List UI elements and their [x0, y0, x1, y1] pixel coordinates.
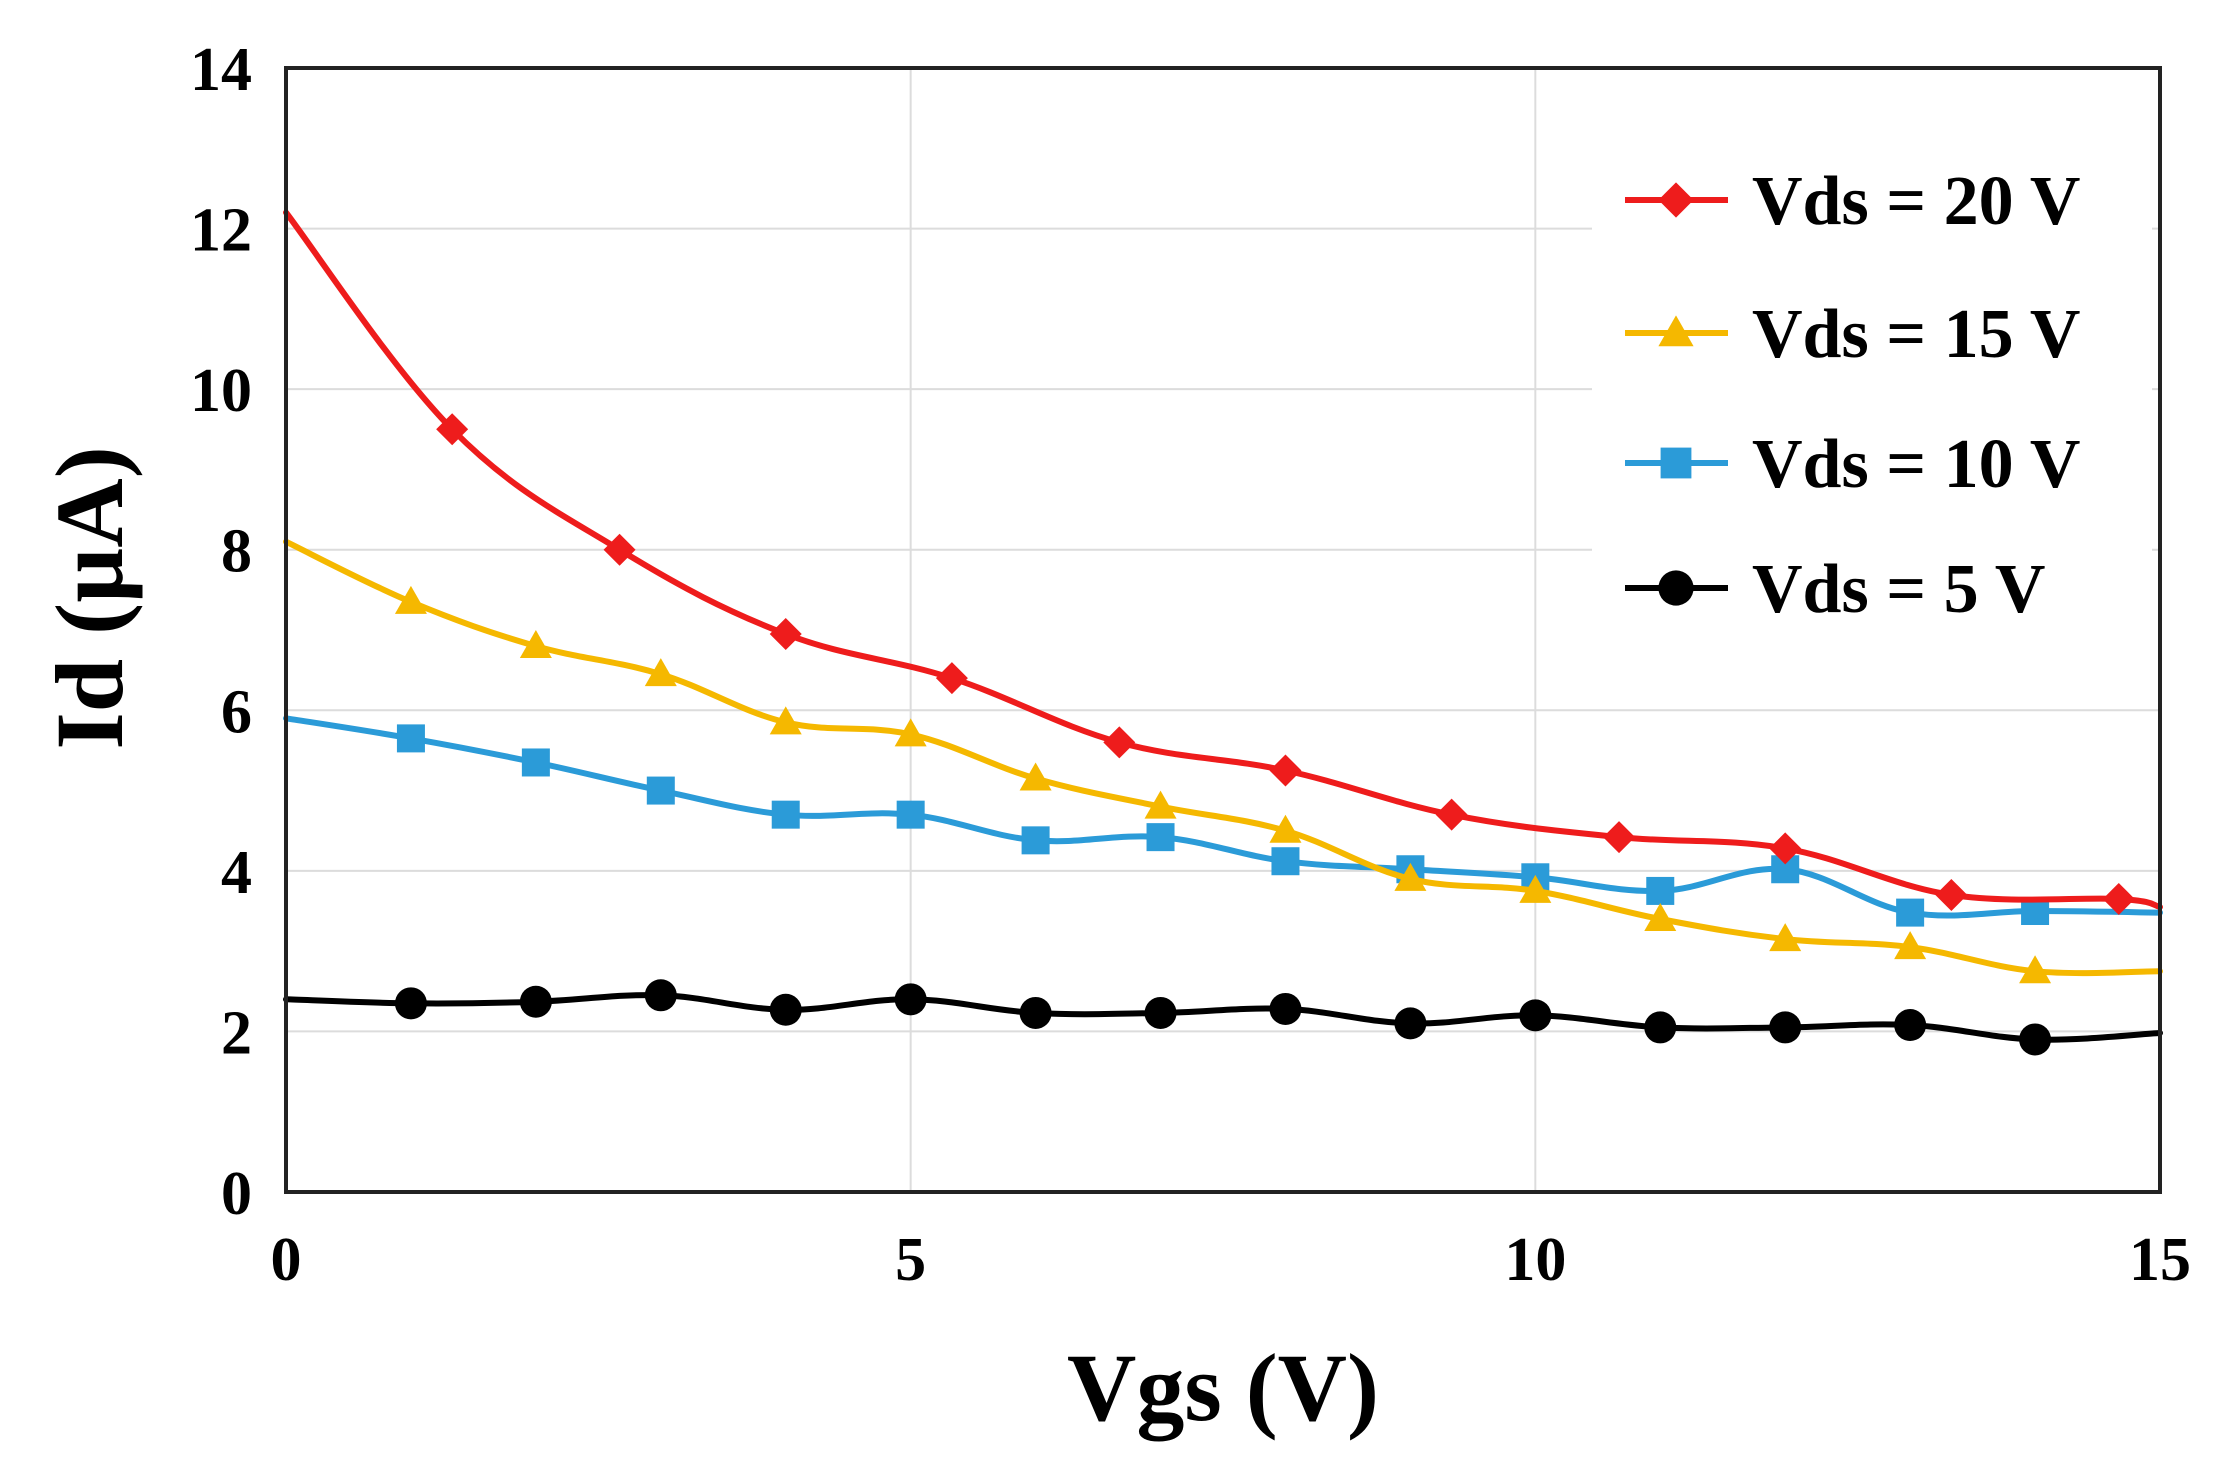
legend-label: Vds = 10 V: [1752, 426, 2080, 503]
x-tick-label: 0: [271, 1226, 302, 1294]
series-line: [283, 538, 2163, 977]
data-point-square: [1146, 823, 1175, 852]
plot-frame: [284, 66, 2162, 1194]
legend-background: [1592, 150, 2152, 650]
data-point-circle: [394, 987, 427, 1020]
data-point-triangle: [1894, 931, 1927, 960]
data-point-square: [1896, 898, 1925, 927]
legend-marker-diamond: [1658, 182, 1694, 218]
data-point-triangle: [1644, 903, 1677, 932]
y-axis-title: Id (µA): [36, 446, 143, 749]
y-tick-label: 2: [221, 999, 252, 1067]
data-point-diamond: [2102, 882, 2135, 915]
data-point-circle: [1144, 996, 1177, 1029]
series-line: [283, 715, 2163, 919]
tick-labels: 0 2 4 6 8 10 12 14 0 5 10 15: [190, 36, 2191, 1294]
data-point-triangle: [2019, 955, 2052, 984]
series-vds-20-v: [283, 209, 2163, 915]
y-tick-label: 4: [221, 839, 252, 907]
data-point-circle: [769, 993, 802, 1026]
data-point-square: [896, 800, 925, 829]
legend-label: Vds = 20 V: [1752, 163, 2080, 240]
data-point-square: [396, 724, 425, 753]
legend-marker-triangle: [1658, 315, 1694, 347]
data-point-diamond: [1935, 878, 1968, 911]
data-point-diamond: [436, 413, 469, 446]
legend-item: Vds = 15 V: [1625, 296, 2080, 373]
data-point-diamond: [1103, 726, 1136, 759]
data-point-triangle: [1394, 862, 1427, 891]
data-point-square: [1021, 826, 1050, 855]
data-point-square: [1646, 876, 1675, 905]
data-point-circle: [1394, 1007, 1427, 1040]
data-point-diamond: [769, 618, 802, 651]
legend-marker-circle: [1658, 570, 1694, 606]
data-point-circle: [894, 983, 927, 1016]
data-point-triangle: [894, 718, 927, 747]
data-point-triangle: [394, 585, 427, 614]
data-point-circle: [644, 979, 677, 1012]
data-point-triangle: [1769, 923, 1802, 952]
series-layer: [283, 209, 2163, 1056]
y-tick-label: 10: [190, 357, 252, 425]
data-point-triangle: [1144, 790, 1177, 819]
x-tick-label: 5: [895, 1226, 926, 1294]
legend-marker-square: [1660, 447, 1692, 479]
series-vds-5-v: [283, 979, 2163, 1056]
series-vds-15-v: [283, 538, 2163, 984]
series-line: [283, 992, 2163, 1043]
y-tick-label: 8: [221, 518, 252, 586]
data-point-triangle: [1519, 874, 1552, 903]
data-point-triangle: [769, 706, 802, 735]
series-vds-10-v: [283, 715, 2163, 927]
data-point-diamond: [1769, 832, 1802, 865]
x-axis-title: Vgs (V): [1067, 1334, 1379, 1441]
data-point-square: [521, 748, 550, 777]
legend: Vds = 20 V Vds = 15 V Vds = 10 V Vds = 5 V: [1592, 150, 2152, 650]
legend-item: Vds = 20 V: [1625, 163, 2080, 240]
data-point-square: [771, 800, 800, 829]
data-point-square: [1271, 847, 1300, 876]
data-point-triangle: [1019, 762, 1052, 791]
legend-label: Vds = 15 V: [1752, 296, 2080, 373]
data-point-triangle: [1269, 814, 1302, 843]
y-tick-label: 14: [190, 36, 252, 104]
x-tick-label: 15: [2129, 1226, 2191, 1294]
data-point-circle: [1519, 999, 1552, 1032]
legend-item: Vds = 5 V: [1625, 551, 2045, 628]
data-point-diamond: [1269, 754, 1302, 787]
data-point-triangle: [519, 630, 552, 659]
legend-item: Vds = 10 V: [1625, 426, 2080, 503]
data-point-diamond: [1603, 821, 1636, 854]
data-point-circle: [519, 985, 552, 1018]
data-point-diamond: [935, 662, 968, 695]
y-tick-label: 0: [221, 1160, 252, 1228]
data-point-circle: [1269, 992, 1302, 1025]
data-point-triangle: [644, 658, 677, 687]
data-point-circle: [1019, 996, 1052, 1029]
data-point-diamond: [1435, 798, 1468, 831]
data-point-circle: [1644, 1011, 1677, 1044]
data-point-circle: [1769, 1011, 1802, 1044]
legend-label: Vds = 5 V: [1752, 551, 2045, 628]
data-point-diamond: [603, 533, 636, 566]
y-tick-label: 6: [221, 678, 252, 746]
x-tick-label: 10: [1504, 1226, 1566, 1294]
series-line: [283, 209, 2163, 910]
y-tick-label: 12: [190, 197, 252, 265]
data-point-square: [646, 776, 675, 805]
data-point-circle: [1894, 1009, 1927, 1042]
data-point-circle: [2019, 1023, 2052, 1056]
